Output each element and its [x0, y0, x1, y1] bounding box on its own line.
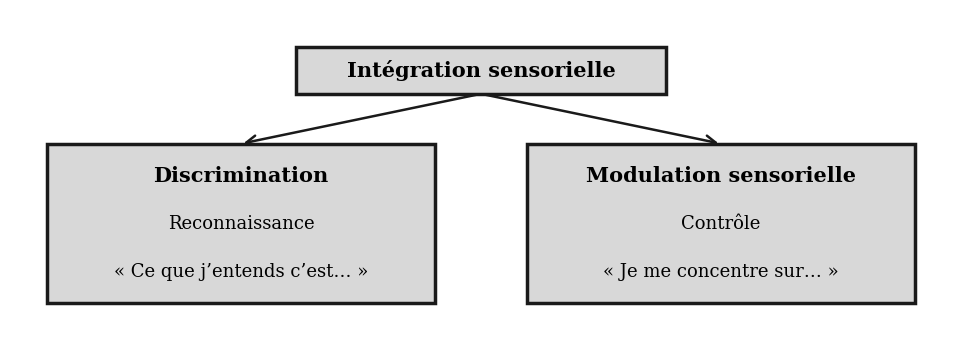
FancyBboxPatch shape: [296, 47, 665, 94]
Text: « Je me concentre sur… »: « Je me concentre sur… »: [603, 263, 838, 280]
Text: Reconnaissance: Reconnaissance: [167, 215, 314, 233]
Text: Modulation sensorielle: Modulation sensorielle: [585, 166, 855, 185]
Text: « Ce que j’entends c’est… »: « Ce que j’entends c’est… »: [113, 263, 368, 280]
Text: Intégration sensorielle: Intégration sensorielle: [346, 60, 615, 81]
Text: Contrôle: Contrôle: [680, 215, 760, 233]
FancyBboxPatch shape: [47, 144, 434, 303]
Text: Discrimination: Discrimination: [153, 166, 328, 185]
FancyBboxPatch shape: [527, 144, 914, 303]
